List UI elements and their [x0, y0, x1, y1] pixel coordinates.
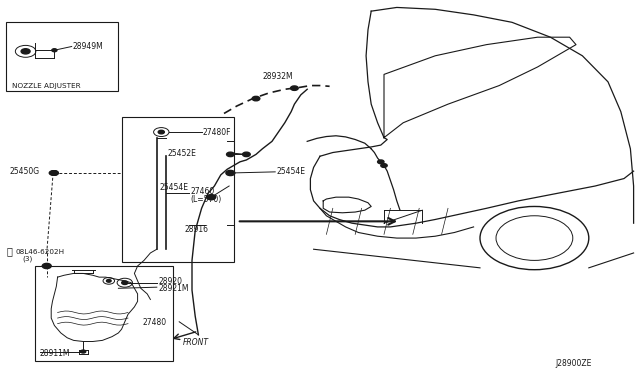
Circle shape	[122, 281, 128, 285]
Text: 28920: 28920	[158, 277, 182, 286]
Circle shape	[207, 195, 216, 200]
Circle shape	[106, 279, 111, 282]
Text: 25454E: 25454E	[160, 183, 189, 192]
Text: 25450G: 25450G	[10, 167, 40, 176]
Circle shape	[52, 49, 57, 52]
Text: NOZZLE ADJUSTER: NOZZLE ADJUSTER	[12, 83, 80, 89]
Circle shape	[21, 49, 30, 54]
Text: (3): (3)	[22, 255, 33, 262]
Text: 28921M: 28921M	[158, 284, 189, 293]
Text: 28932M: 28932M	[262, 72, 293, 81]
Text: 25452E: 25452E	[168, 149, 196, 158]
Circle shape	[158, 130, 164, 134]
Text: 28949M: 28949M	[73, 42, 104, 51]
Bar	[6, 22, 118, 91]
Text: FRONT: FRONT	[182, 338, 209, 347]
Circle shape	[51, 171, 58, 175]
Text: 28911M: 28911M	[40, 349, 70, 358]
Circle shape	[42, 263, 51, 269]
Circle shape	[227, 152, 234, 157]
Bar	[122, 117, 234, 262]
Text: J28900ZE: J28900ZE	[556, 359, 592, 368]
Text: 25454E: 25454E	[276, 167, 305, 176]
Circle shape	[252, 96, 260, 101]
Circle shape	[226, 170, 235, 176]
Circle shape	[291, 86, 298, 90]
Text: 08L46-6202H: 08L46-6202H	[16, 249, 65, 255]
Circle shape	[49, 171, 57, 175]
Text: 28916: 28916	[184, 225, 209, 234]
Text: 27480: 27480	[142, 318, 166, 327]
Bar	[35, 266, 173, 361]
Text: Ⓑ: Ⓑ	[6, 246, 12, 256]
Text: 27480F: 27480F	[203, 128, 232, 137]
Text: (L=570): (L=570)	[190, 195, 221, 203]
Circle shape	[81, 350, 86, 353]
Circle shape	[378, 160, 384, 164]
Text: 27460: 27460	[190, 187, 214, 196]
Circle shape	[51, 171, 58, 175]
Circle shape	[381, 164, 387, 167]
Circle shape	[243, 152, 250, 157]
